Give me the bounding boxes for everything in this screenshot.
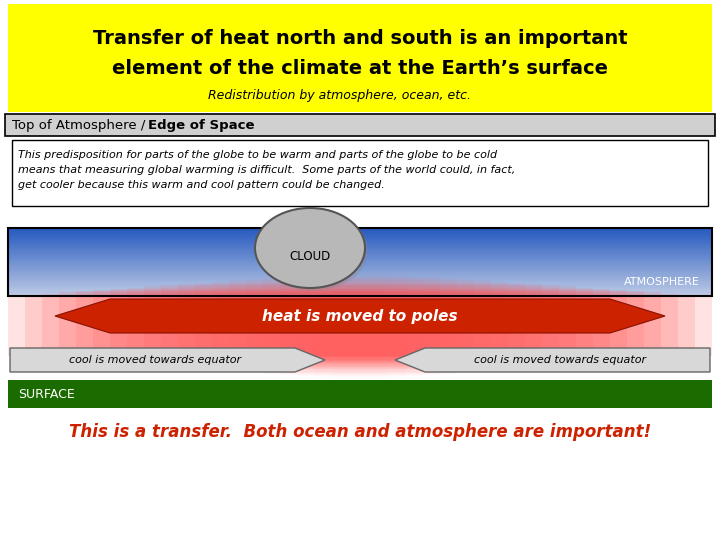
Bar: [12, 140, 708, 206]
Polygon shape: [55, 299, 665, 333]
Bar: [59, 292, 661, 360]
Text: element of the climate at the Earth’s surface: element of the climate at the Earth’s su…: [112, 58, 608, 78]
Text: cool is moved towards equator: cool is moved towards equator: [474, 355, 646, 365]
Bar: [8, 291, 712, 293]
Bar: [297, 275, 423, 376]
Bar: [127, 288, 593, 364]
Text: heat is moved to poles: heat is moved to poles: [262, 308, 458, 323]
Polygon shape: [395, 348, 710, 372]
Bar: [263, 278, 457, 374]
Bar: [8, 284, 712, 286]
Bar: [8, 245, 712, 247]
Bar: [8, 269, 712, 271]
Bar: [8, 233, 712, 235]
Bar: [8, 294, 712, 296]
Bar: [8, 265, 712, 268]
Bar: [280, 277, 440, 375]
Bar: [8, 272, 712, 274]
Bar: [229, 280, 491, 372]
Bar: [178, 284, 542, 368]
Text: ATMOSPHERE: ATMOSPHERE: [624, 277, 700, 287]
Bar: [5, 114, 715, 136]
Bar: [8, 253, 712, 256]
Bar: [8, 380, 712, 408]
Bar: [8, 259, 712, 261]
Bar: [8, 240, 712, 242]
Text: Edge of Space: Edge of Space: [148, 118, 254, 132]
Bar: [93, 290, 627, 362]
Bar: [8, 264, 712, 266]
Bar: [144, 286, 576, 366]
Text: cool is moved towards equator: cool is moved towards equator: [69, 355, 241, 365]
Bar: [8, 296, 712, 356]
Bar: [8, 230, 712, 232]
Ellipse shape: [258, 211, 368, 291]
Text: get cooler because this warm and cool pattern could be changed.: get cooler because this warm and cool pa…: [18, 180, 384, 190]
Bar: [8, 278, 712, 280]
Bar: [8, 279, 712, 281]
Bar: [8, 281, 712, 283]
Bar: [8, 275, 712, 278]
Bar: [8, 241, 712, 244]
Bar: [76, 291, 644, 361]
Bar: [8, 228, 712, 230]
Text: Top of Atmosphere /: Top of Atmosphere /: [12, 118, 150, 132]
Text: Redistribution by atmosphere, ocean, etc.: Redistribution by atmosphere, ocean, etc…: [209, 89, 472, 102]
Text: CLOUD: CLOUD: [289, 249, 330, 262]
Bar: [8, 267, 712, 269]
Bar: [8, 238, 712, 240]
Bar: [8, 271, 712, 273]
Bar: [8, 287, 712, 289]
Bar: [8, 289, 712, 292]
Bar: [25, 295, 695, 357]
Text: Transfer of heat north and south is an important: Transfer of heat north and south is an i…: [93, 29, 627, 48]
Bar: [8, 262, 712, 264]
Text: This is a transfer.  Both ocean and atmosphere are important!: This is a transfer. Both ocean and atmos…: [69, 423, 651, 441]
Text: means that measuring global warming is difficult.  Some parts of the world could: means that measuring global warming is d…: [18, 165, 516, 175]
Bar: [8, 228, 712, 296]
Bar: [212, 281, 508, 370]
Bar: [246, 279, 474, 373]
Bar: [331, 273, 389, 379]
Bar: [8, 293, 712, 295]
Bar: [314, 274, 406, 377]
Bar: [8, 274, 712, 276]
Bar: [8, 4, 712, 112]
Bar: [8, 282, 712, 285]
Bar: [110, 289, 610, 363]
Bar: [8, 244, 712, 246]
Polygon shape: [10, 348, 325, 372]
Bar: [8, 286, 712, 288]
Bar: [8, 257, 712, 259]
Bar: [8, 260, 712, 262]
Bar: [8, 247, 712, 249]
Bar: [8, 235, 712, 237]
Bar: [8, 250, 712, 252]
Bar: [8, 252, 712, 254]
Bar: [42, 294, 678, 359]
Text: SURFACE: SURFACE: [18, 388, 75, 401]
Ellipse shape: [255, 208, 365, 288]
Bar: [161, 285, 559, 367]
Bar: [150, 83, 530, 107]
Bar: [8, 237, 712, 239]
Bar: [8, 248, 712, 251]
Bar: [8, 232, 712, 234]
Text: This predisposition for parts of the globe to be warm and parts of the globe to : This predisposition for parts of the glo…: [18, 150, 497, 160]
Bar: [8, 255, 712, 258]
Bar: [195, 283, 525, 369]
